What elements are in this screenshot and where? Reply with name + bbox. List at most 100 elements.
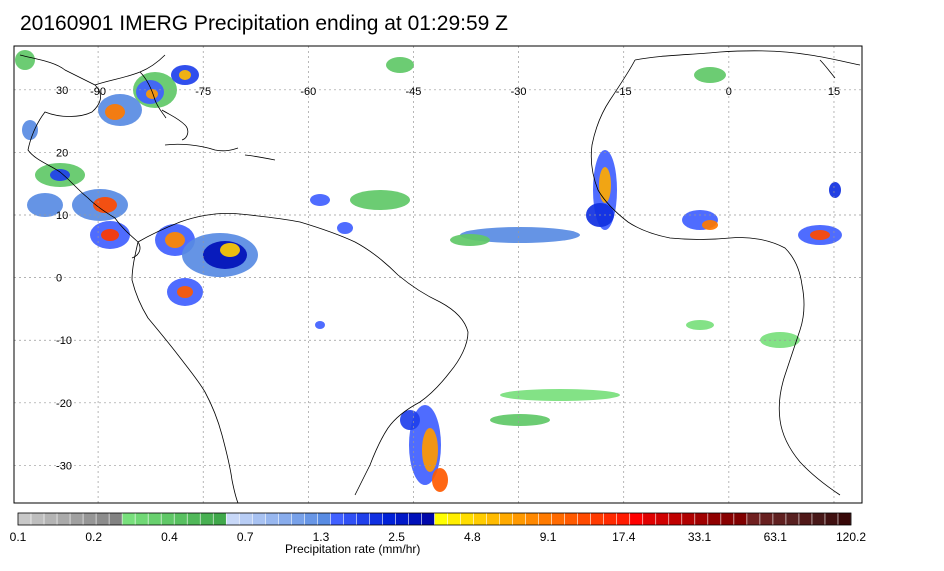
colorbar-tick-label: 0.2	[85, 530, 102, 544]
colorbar-swatch	[707, 513, 722, 525]
colorbar-swatch	[733, 513, 748, 525]
colorbar-swatch	[499, 513, 513, 525]
precipitation-cell	[694, 67, 726, 83]
map-title: 20160901 IMERG Precipitation ending at 0…	[20, 12, 508, 35]
colorbar-swatch	[200, 513, 214, 525]
colorbar-swatch	[512, 513, 526, 525]
precipitation-cell	[22, 120, 38, 140]
colorbar-swatch	[447, 513, 461, 525]
longitude-labels: -90 -75 -60 -45 -30 -15 0 15	[90, 86, 840, 98]
colorbar-swatch	[96, 513, 110, 525]
latitude-label: 30	[56, 85, 68, 97]
colorbar-tick-label: 2.5	[388, 530, 405, 544]
precipitation-field	[15, 50, 842, 492]
colorbar-swatch	[291, 513, 305, 525]
colorbar-swatch	[44, 513, 58, 525]
colorbar-swatch	[577, 513, 591, 525]
colorbar-swatch	[525, 513, 539, 525]
precipitation-cell	[422, 428, 438, 472]
latitude-label: -30	[56, 460, 72, 472]
precipitation-cell	[179, 70, 191, 80]
colorbar-swatch	[239, 513, 253, 525]
longitude-label: -75	[195, 86, 211, 98]
precipitation-cell	[500, 389, 620, 401]
colorbar-swatch	[408, 513, 422, 525]
colorbar-swatch	[304, 513, 318, 525]
colorbar-swatch	[83, 513, 97, 525]
colorbar-tick-labels: 0.1 0.2 0.4 0.7 1.3 2.5 4.8 9.1 17.4 33.1 63.1 120.…	[10, 530, 867, 544]
colorbar-swatch	[655, 513, 670, 525]
colorbar-tick-label: 0.4	[161, 530, 178, 544]
colorbar-swatch	[824, 513, 839, 525]
colorbar-swatch	[148, 513, 162, 525]
precipitation-cell	[599, 167, 611, 203]
colorbar-swatch	[421, 513, 435, 525]
longitude-label: -30	[511, 86, 527, 98]
colorbar-swatch	[590, 513, 605, 525]
precipitation-cell	[490, 414, 550, 426]
precipitation-cell	[337, 222, 353, 234]
precipitation-cell	[27, 193, 63, 217]
latitude-label: -20	[56, 398, 72, 410]
precipitation-cell	[220, 243, 240, 257]
colorbar-swatch	[135, 513, 149, 525]
colorbar-swatch	[369, 513, 383, 525]
precipitation-cell	[165, 232, 185, 248]
colorbar-swatch	[837, 513, 852, 525]
coastlines	[19, 50, 861, 503]
colorbar-swatch	[551, 513, 565, 525]
precipitation-cell	[101, 229, 119, 241]
precipitation-cell	[460, 227, 580, 243]
colorbar-swatch	[395, 513, 409, 525]
colorbar-swatch	[317, 513, 331, 525]
colorbar-swatch	[473, 513, 487, 525]
colorbar-swatch	[265, 513, 279, 525]
longitude-label: -60	[300, 86, 316, 98]
colorbar-swatch	[278, 513, 292, 525]
colorbar-swatch	[460, 513, 474, 525]
colorbar-swatch	[174, 513, 188, 525]
colorbar-swatch	[161, 513, 175, 525]
colorbar-tick-label: 0.7	[237, 530, 254, 544]
precipitation-cell	[450, 234, 490, 246]
colorbar-tick-label: 9.1	[540, 530, 557, 544]
colorbar-swatch	[720, 513, 735, 525]
longitude-label: 0	[726, 86, 732, 98]
longitude-label: -45	[406, 86, 422, 98]
precipitation-cell	[810, 230, 830, 240]
colorbar-swatch	[785, 513, 800, 525]
colorbar-swatch	[226, 513, 240, 525]
colorbar-swatch	[18, 513, 32, 525]
colorbar-swatch	[330, 513, 344, 525]
colorbar-swatch	[629, 513, 644, 525]
colorbar-title: Precipitation rate (mm/hr)	[285, 542, 421, 556]
colorbar-swatch	[603, 513, 618, 525]
colorbar-swatch	[109, 513, 123, 525]
colorbar-swatch	[57, 513, 71, 525]
latitude-labels: 30 20 10 0 -10 -20 -30	[56, 85, 72, 473]
colorbar-swatch	[486, 513, 500, 525]
latitude-label: -10	[56, 335, 72, 347]
colorbar-tick-label: 1.3	[313, 530, 330, 544]
colorbar-swatch	[772, 513, 787, 525]
colorbar-swatch	[187, 513, 201, 525]
colorbar	[17, 512, 852, 526]
precipitation-cell	[432, 468, 448, 492]
colorbar-swatch	[616, 513, 631, 525]
longitude-label: 15	[828, 86, 840, 98]
colorbar-swatch	[798, 513, 813, 525]
colorbar-swatch	[213, 513, 227, 525]
map-frame	[13, 45, 863, 504]
colorbar-swatch	[70, 513, 84, 525]
colorbar-swatch	[564, 513, 578, 525]
precipitation-cell	[829, 182, 841, 198]
precipitation-cell	[315, 321, 325, 329]
precipitation-cell	[105, 104, 125, 120]
colorbar-swatch	[642, 513, 657, 525]
latitude-label: 0	[56, 273, 62, 285]
colorbar-swatch	[746, 513, 761, 525]
colorbar-tick-label: 63.1	[764, 530, 788, 544]
latitude-label: 20	[56, 147, 68, 159]
colorbar-swatch	[343, 513, 357, 525]
